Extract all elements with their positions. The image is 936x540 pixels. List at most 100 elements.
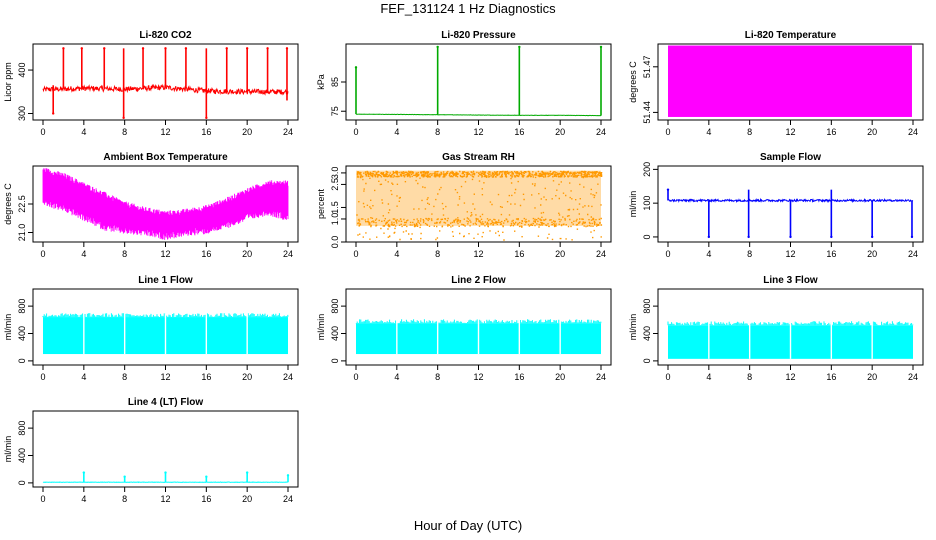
y-tick-label: 800 (17, 299, 27, 314)
x-tick-label: 20 (867, 127, 877, 137)
x-tick-label: 24 (596, 127, 606, 137)
x-tick-label: 0 (40, 127, 45, 137)
plot-frame (345, 43, 612, 121)
x-tick-label: 16 (826, 127, 836, 137)
x-tick-label: 16 (201, 249, 211, 259)
x-tick-label: 12 (785, 127, 795, 137)
x-tick-label: 4 (394, 127, 399, 137)
y-tick-label: 21.0 (17, 224, 27, 242)
x-tick-label: 16 (201, 494, 211, 504)
panel-title: Gas Stream RH (442, 152, 515, 163)
x-tick-label: 12 (785, 372, 795, 382)
x-tick-label: 4 (394, 372, 399, 382)
spike-point (205, 475, 208, 478)
x-tick-label: 4 (81, 249, 86, 259)
x-tick-label: 0 (40, 372, 45, 382)
x-tick-label: 12 (160, 249, 170, 259)
x-tick-label: 16 (826, 372, 836, 382)
x-tick-label: 12 (473, 249, 483, 259)
panel-title: Li-820 Pressure (441, 30, 516, 41)
y-axis-label: degrees C (628, 61, 638, 103)
x-tick-label: 0 (353, 249, 358, 259)
panel-title: Line 2 Flow (451, 275, 506, 286)
x-tick-label: 24 (283, 494, 293, 504)
x-tick-label: 16 (826, 249, 836, 259)
y-axis-label: kPa (316, 74, 326, 90)
x-tick-label: 16 (514, 372, 524, 382)
y-tick-label: 100 (642, 196, 652, 211)
x-tick-label: 8 (122, 249, 127, 259)
x-tick-label: 4 (394, 249, 399, 259)
spike-point (910, 235, 914, 239)
spike-point (830, 235, 833, 239)
y-tick-label: 400 (17, 448, 27, 463)
series-line (42, 168, 289, 240)
series-points (356, 170, 603, 241)
y-tick-label: 2.5 (330, 178, 340, 191)
x-tick-label: 8 (747, 127, 752, 137)
spike-point (122, 116, 125, 120)
x-tick-label: 4 (81, 127, 86, 137)
x-tick-label: 24 (283, 372, 293, 382)
x-tick-label: 12 (473, 127, 483, 137)
y-axis-label: ml/min (628, 191, 638, 218)
y-tick-label: 0.0 (330, 236, 340, 249)
panel-line4: Line 4 (LT) Flow 0 4 8 12 16 20 24 0 400 800 ml/min (3, 397, 299, 504)
page-title: FEF_131124 1 Hz Diagnostics (380, 1, 556, 16)
x-tick-label: 8 (435, 372, 440, 382)
x-tick-label: 20 (867, 372, 877, 382)
spike-point (870, 235, 874, 239)
panel-sample_flow: Sample Flow 0 4 8 12 16 20 24 0 100 200 ml/min (628, 152, 924, 259)
y-tick-label: 300 (17, 106, 27, 121)
x-tick-label: 0 (665, 372, 670, 382)
spike-point (354, 66, 358, 69)
panel-title: Li-820 CO2 (139, 30, 192, 41)
spike-point (205, 116, 208, 120)
spike-point (164, 471, 167, 474)
spike-point (164, 47, 167, 50)
x-tick-label: 20 (242, 494, 252, 504)
panel-pressure: Li-820 Pressure 0 4 8 12 16 20 24 75 85 kPa (316, 30, 612, 137)
y-tick-label: 800 (330, 299, 340, 314)
spike-point (789, 235, 792, 239)
y-tick-label: 0 (17, 480, 27, 485)
x-tick-label: 20 (242, 127, 252, 137)
series-band (356, 170, 601, 226)
y-tick-label: 51.47 (642, 56, 652, 79)
x-tick-label: 0 (665, 249, 670, 259)
x-tick-label: 0 (665, 127, 670, 137)
y-tick-label: 400 (17, 63, 27, 78)
spike-point (62, 47, 65, 50)
spike-point (103, 47, 106, 50)
x-tick-label: 24 (908, 249, 918, 259)
x-tick-label: 24 (908, 372, 918, 382)
y-tick-label: 400 (17, 326, 27, 341)
spike-point (286, 474, 290, 477)
y-axis-label: ml/min (3, 314, 13, 341)
y-tick-label: 0 (17, 358, 27, 363)
y-tick-label: 400 (330, 326, 340, 341)
spike-point (666, 188, 670, 191)
spike-point (245, 47, 249, 50)
y-tick-label: 800 (17, 421, 27, 436)
x-tick-label: 8 (122, 494, 127, 504)
y-tick-label: 75 (330, 106, 340, 116)
x-tick-label: 8 (435, 127, 440, 137)
x-tick-label: 20 (242, 249, 252, 259)
y-axis-label: degrees C (3, 183, 13, 225)
spike-point (599, 45, 603, 49)
x-tick-label: 0 (40, 249, 45, 259)
spike-point (52, 112, 55, 115)
x-tick-label: 4 (81, 372, 86, 382)
spike-point (141, 47, 145, 50)
spike-point (285, 47, 289, 50)
y-tick-label: 22.5 (17, 195, 27, 213)
x-tick-label: 0 (353, 127, 358, 137)
y-tick-label: 1.0 (330, 213, 340, 226)
y-axis-label: ml/min (316, 314, 326, 341)
panel-title: Line 4 (LT) Flow (128, 397, 204, 408)
y-axis-label: ml/min (3, 436, 13, 463)
x-tick-label: 12 (473, 372, 483, 382)
y-tick-label: 1.5 (330, 201, 340, 214)
